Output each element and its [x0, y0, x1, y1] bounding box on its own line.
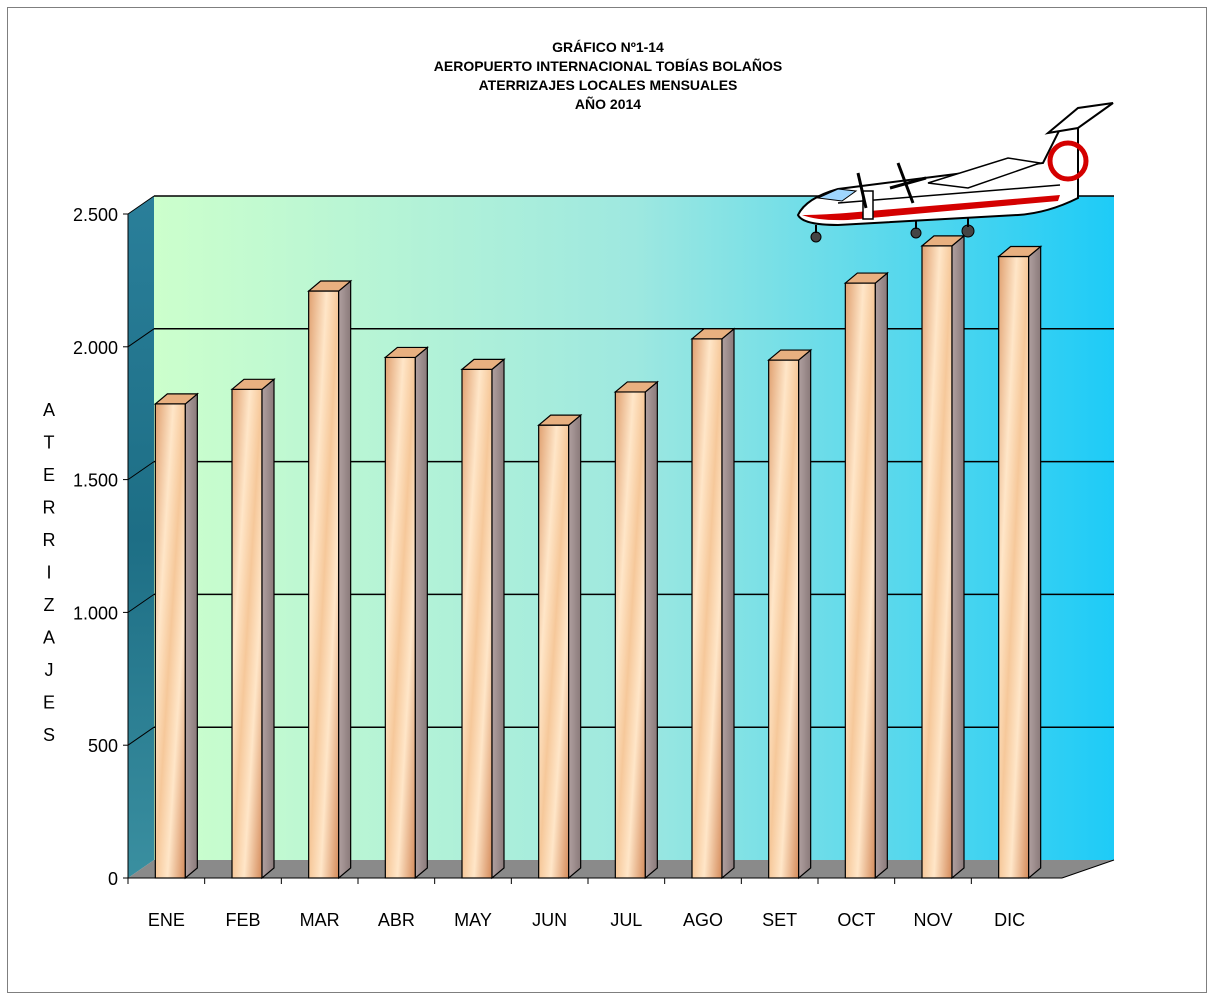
bar-jun	[537, 413, 583, 880]
chart-frame: GRÁFICO Nº1-14 AEROPUERTO INTERNACIONAL T…	[7, 7, 1207, 993]
x-tick-label: OCT	[837, 910, 875, 930]
bar-set	[767, 348, 813, 880]
x-tick-label: ABR	[378, 910, 415, 930]
bar-ago	[690, 327, 736, 880]
x-tick-label: JUL	[610, 910, 642, 930]
x-tick-label: MAY	[454, 910, 492, 930]
bar-mar	[307, 279, 353, 880]
y-tick-label: 2.500	[73, 205, 118, 225]
chart-title: GRÁFICO Nº1-14 AEROPUERTO INTERNACIONAL T…	[434, 39, 782, 112]
chart-title-line: AÑO 2014	[575, 95, 641, 112]
bar-abr	[383, 346, 429, 880]
y-tick-label: 1.000	[73, 603, 118, 623]
side-wall	[128, 196, 154, 878]
x-tick-label: MAR	[300, 910, 340, 930]
x-tick-label: DIC	[994, 910, 1025, 930]
bar-chart: GRÁFICO Nº1-14 AEROPUERTO INTERNACIONAL T…	[43, 39, 1115, 930]
turboprop-airplane-icon	[796, 102, 1114, 243]
bar-dic	[997, 245, 1043, 880]
x-tick-label: AGO	[683, 910, 723, 930]
bar-ene	[153, 392, 199, 880]
y-tick-label: 1.500	[73, 471, 118, 491]
y-tick-label: 500	[88, 736, 118, 756]
chart-title-line: GRÁFICO Nº1-14	[552, 39, 664, 55]
y-tick-label: 0	[108, 869, 118, 889]
bar-oct	[843, 271, 889, 880]
bar-nov	[920, 234, 966, 880]
chart-title-line: ATERRIZAJES LOCALES MENSUALES	[479, 77, 738, 93]
y-axis-ticks: 0 500 1.000 1.500 2.000 2.500	[73, 205, 128, 889]
x-tick-label: ENE	[148, 910, 185, 930]
x-tick-label: NOV	[913, 910, 952, 930]
bars	[153, 234, 1043, 880]
x-tick-label: FEB	[225, 910, 260, 930]
x-tick-label: JUN	[532, 910, 567, 930]
x-tick-label: SET	[762, 910, 797, 930]
bar-feb	[230, 378, 276, 880]
y-tick-label: 2.000	[73, 338, 118, 358]
bar-may	[460, 358, 506, 880]
chart-title-line: AEROPUERTO INTERNACIONAL TOBÍAS BOLAÑOS	[434, 57, 782, 74]
bar-jul	[613, 380, 659, 880]
x-axis-ticks: ENE FEB MAR ABR MAY JUN JUL AGO SET OCT NOV DIC	[127, 878, 1025, 930]
